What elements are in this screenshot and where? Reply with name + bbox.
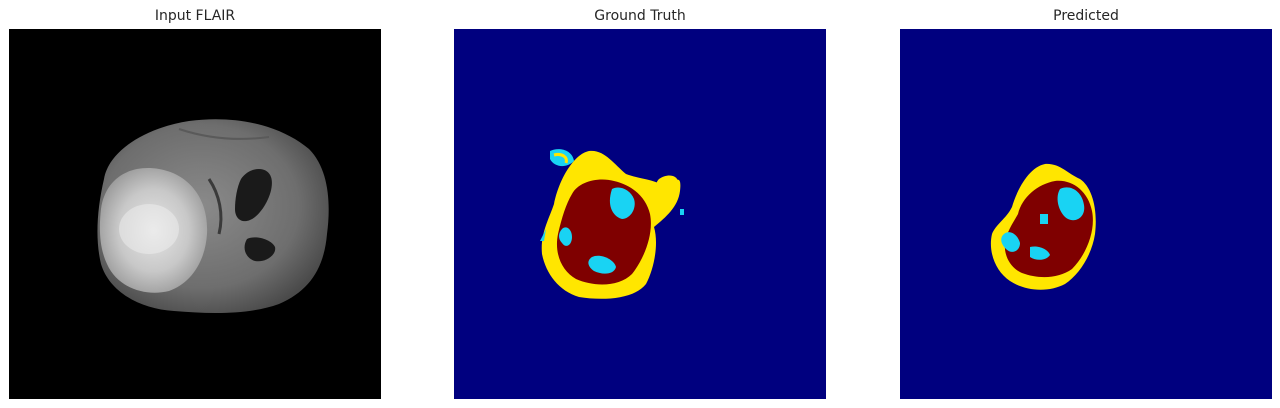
gt-enhancing-2: [559, 227, 572, 246]
ventricle-upper: [235, 168, 272, 222]
flair-scan: [9, 29, 381, 399]
input-flair-image: [9, 29, 381, 399]
pred-enhancing-1: [1057, 187, 1085, 221]
panel-title-ground-truth: Ground Truth: [594, 8, 686, 24]
ventricle-lower: [244, 237, 276, 262]
panel-title-input-flair: Input FLAIR: [154, 8, 236, 24]
ground-truth-segmentation: [454, 29, 826, 399]
predicted-segmentation: [900, 29, 1272, 399]
pred-enhancing-3: [1030, 246, 1050, 260]
gt-enhancing-1: [609, 187, 635, 219]
predicted-mask: [900, 29, 1272, 399]
gt-enhancing-3: [588, 255, 616, 274]
pred-enhancing-2: [1001, 232, 1020, 252]
ground-truth-mask: [454, 29, 826, 399]
panel-title-predicted: Predicted: [1053, 8, 1119, 24]
